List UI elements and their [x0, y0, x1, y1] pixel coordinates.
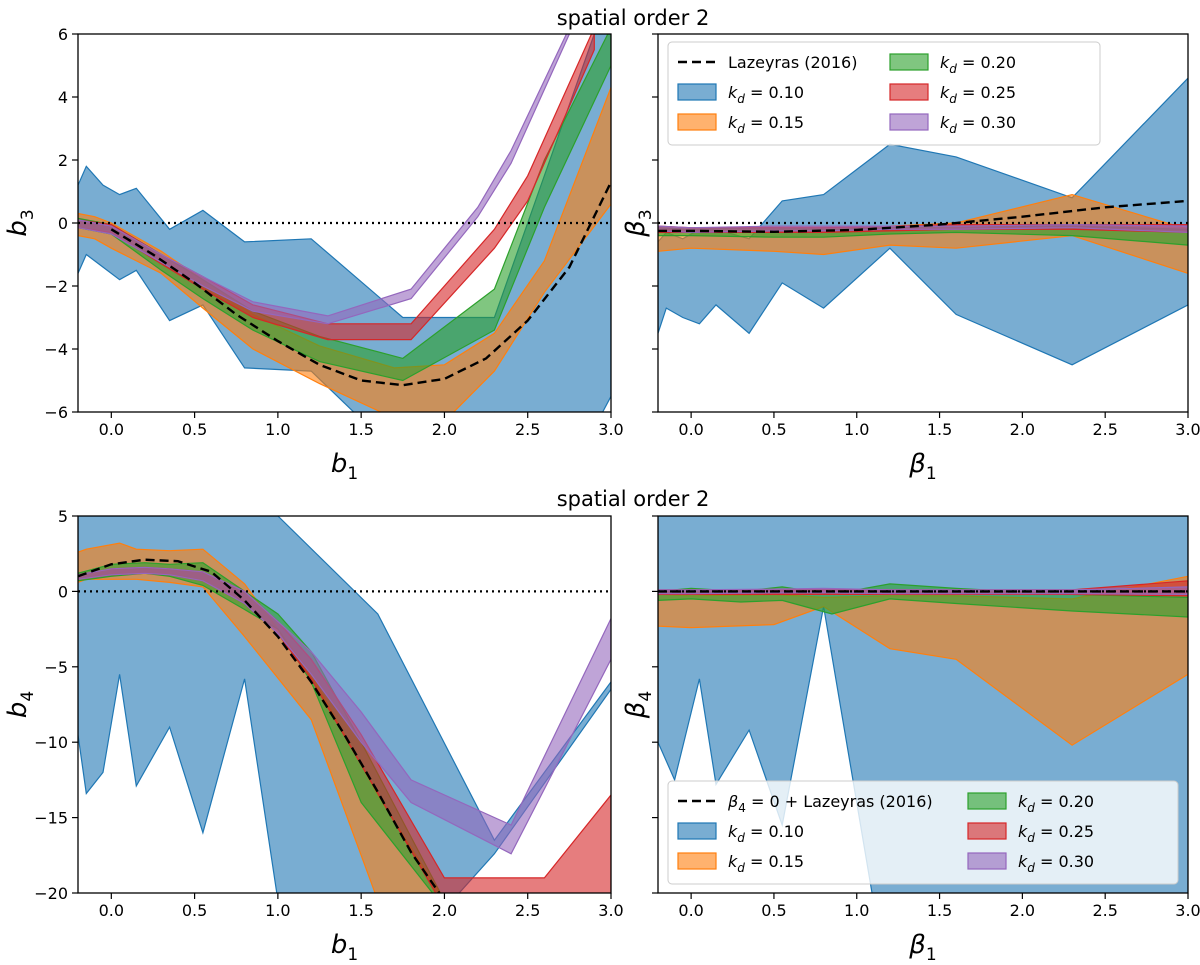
legend: Lazeyras (2016) kd = 0.10 kd = 0.15 kd = 0.…: [667, 41, 1101, 146]
x-tick-label: 2.5: [1092, 901, 1117, 920]
legend-label-kd-0.20: kd = 0.20: [940, 53, 1016, 76]
y-tick-label: −4: [44, 340, 68, 359]
legend-label-kd-0.25: kd = 0.25: [940, 83, 1016, 106]
band-kd-0.15: [78, 542, 441, 893]
x-tick-label: 1.0: [265, 901, 290, 920]
x-axis-label: b1: [331, 930, 358, 961]
y-tick-label: −6: [44, 403, 68, 422]
x-tick-label: 1.5: [927, 901, 952, 920]
plot-area-p2: [658, 77, 1188, 366]
legend-swatch-kd-0.25: [889, 83, 929, 101]
y-axis-label: β3: [621, 209, 656, 237]
legend-swatch-kd-0.20: [967, 792, 1007, 810]
legend-swatch-kd-0.10: [677, 822, 717, 840]
legend-swatch-kd-0.30: [967, 852, 1007, 870]
axes-frame: [657, 515, 1189, 894]
legend-label-kd-0.10: kd = 0.10: [728, 83, 804, 106]
y-tick-label: 6: [58, 25, 68, 44]
x-axis-label: b1: [331, 449, 358, 484]
bottom-title: spatial order 2: [557, 487, 710, 511]
x-tick-label: 2.0: [432, 901, 457, 920]
theory-dashed-line: [658, 199, 1188, 234]
panel-p4: 0.0 0.5 1.0 1.5 2.0 2.5 3.0 β1 β4 β4 = 0 + Lazeyr…: [621, 515, 1200, 965]
x-tick-label: 0.0: [99, 420, 124, 439]
band-kd-0.30: [78, 566, 611, 855]
x-tick-label: 0.0: [678, 901, 703, 920]
legend-label-kd-0.30: kd = 0.30: [1018, 852, 1094, 875]
panel-p1: 0.0 0.5 1.0 1.5 2.0 2.5 3.0 −6 −4 −2 0 2 4 6 b1 b3: [3, 25, 624, 484]
x-tick-label: 2.5: [515, 420, 540, 439]
legend-box: [667, 41, 1101, 146]
top-title: spatial order 2: [557, 6, 710, 30]
panel-p2: 0.0 0.5 1.0 1.5 2.0 2.5 3.0 β1 β3 Lazeyras (2016)…: [621, 33, 1200, 484]
legend-swatch-kd-0.10: [677, 83, 717, 101]
x-tick-label: 3.0: [598, 420, 623, 439]
legend-swatch-kd-0.30: [889, 113, 929, 131]
theory-dashed-line: [110, 181, 611, 387]
y-tick-label: 5: [58, 507, 68, 526]
legend-label-kd-0.30: kd = 0.30: [940, 113, 1016, 136]
y-tick-label: −15: [34, 809, 68, 828]
y-tick-label: −2: [44, 277, 68, 296]
legend-label-kd-0.20: kd = 0.20: [1018, 792, 1094, 815]
x-axis-label: β1: [908, 449, 936, 484]
x-tick-label: 1.0: [844, 901, 869, 920]
legend-line-label: β4 = 0 + Lazeyras (2016): [727, 792, 933, 815]
axes-frame: [77, 515, 612, 894]
x-tick-label: 0.0: [678, 420, 703, 439]
panel-p3: 0.0 0.5 1.0 1.5 2.0 2.5 3.0 −20 −15 −10 −5 0 5 b1 b4: [3, 507, 624, 965]
y-tick-label: 0: [58, 214, 68, 233]
y-tick-label: 4: [58, 88, 68, 107]
legend-swatch-kd-0.20: [889, 53, 929, 71]
plot-area-p3: [78, 516, 611, 893]
legend-label-kd-0.10: kd = 0.10: [728, 822, 804, 845]
x-tick-label: 0.0: [99, 901, 124, 920]
x-tick-label: 3.0: [1175, 901, 1200, 920]
x-tick-label: 2.5: [1092, 420, 1117, 439]
legend-box: [667, 780, 1179, 885]
x-tick-label: 1.5: [348, 420, 373, 439]
x-tick-label: 0.5: [182, 901, 207, 920]
x-tick-label: 2.0: [432, 420, 457, 439]
legend-label-kd-0.15: kd = 0.15: [728, 852, 804, 875]
x-tick-label: 2.0: [1010, 420, 1035, 439]
x-axis-label: β1: [908, 930, 936, 961]
plot-area-p1: [78, 34, 611, 412]
legend-label-kd-0.15: kd = 0.15: [728, 113, 804, 136]
theory-dashed-line: [78, 558, 441, 893]
x-tick-label: 1.5: [927, 420, 952, 439]
x-tick-label: 1.0: [844, 420, 869, 439]
y-axis-label: b3: [3, 209, 38, 236]
x-tick-label: 1.0: [265, 420, 290, 439]
legend-swatch-kd-0.15: [677, 852, 717, 870]
x-tick-label: 0.5: [761, 901, 786, 920]
y-tick-label: −20: [34, 884, 68, 903]
x-tick-label: 3.0: [1175, 420, 1200, 439]
x-tick-label: 0.5: [182, 420, 207, 439]
legend-label-kd-0.25: kd = 0.25: [1018, 822, 1094, 845]
x-tick-label: 3.0: [598, 901, 623, 920]
y-axis-label: b4: [3, 691, 38, 718]
y-axis-label: β4: [621, 691, 656, 719]
y-tick-label: 0: [58, 582, 68, 601]
legend-swatch-kd-0.15: [677, 113, 717, 131]
legend-line-label: Lazeyras (2016): [728, 53, 857, 72]
y-tick-label: 2: [58, 151, 68, 170]
legend: β4 = 0 + Lazeyras (2016) kd = 0.10 kd = 0.…: [667, 780, 1179, 885]
x-tick-label: 2.5: [515, 901, 540, 920]
y-tick-label: −5: [44, 658, 68, 677]
legend-swatch-kd-0.25: [967, 822, 1007, 840]
x-tick-label: 2.0: [1010, 901, 1035, 920]
x-tick-label: 1.5: [348, 901, 373, 920]
x-tick-label: 0.5: [761, 420, 786, 439]
y-tick-label: −10: [34, 733, 68, 752]
